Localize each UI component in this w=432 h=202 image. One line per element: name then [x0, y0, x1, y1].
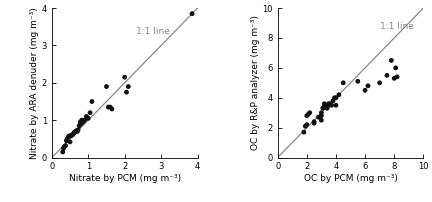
- Point: [78, 119, 85, 122]
- Point: [315, 116, 322, 119]
- Point: [70, 132, 77, 135]
- Point: [77, 122, 84, 126]
- Y-axis label: Nitrate by ARA denuder (mg m⁻³): Nitrate by ARA denuder (mg m⁻³): [30, 7, 39, 159]
- Point: [73, 129, 80, 132]
- Point: [81, 119, 88, 122]
- Point: [331, 96, 338, 99]
- X-axis label: OC by PCM (mg m⁻³): OC by PCM (mg m⁻³): [304, 174, 397, 183]
- Point: [74, 130, 81, 133]
- Point: [70, 133, 76, 136]
- Point: [85, 117, 92, 120]
- Point: [121, 76, 128, 79]
- Point: [108, 107, 115, 111]
- Point: [306, 111, 313, 114]
- Point: [62, 144, 69, 147]
- Point: [65, 135, 72, 139]
- Point: [321, 104, 328, 107]
- Point: [107, 105, 114, 109]
- Point: [311, 122, 318, 125]
- Point: [302, 125, 309, 128]
- Point: [362, 89, 368, 92]
- Point: [105, 105, 112, 109]
- Point: [89, 100, 95, 103]
- Point: [59, 150, 66, 154]
- Point: [392, 66, 399, 69]
- Point: [311, 120, 318, 123]
- Point: [66, 134, 73, 138]
- Point: [80, 119, 87, 122]
- Point: [72, 130, 79, 133]
- Point: [318, 111, 325, 114]
- Point: [123, 90, 130, 94]
- Point: [328, 104, 335, 107]
- Point: [63, 139, 70, 142]
- Point: [388, 59, 395, 62]
- Point: [340, 81, 347, 84]
- Point: [103, 85, 110, 88]
- Point: [189, 12, 196, 15]
- Point: [71, 130, 78, 134]
- Point: [83, 115, 90, 118]
- Point: [79, 120, 86, 124]
- Point: [325, 102, 332, 105]
- Point: [333, 104, 340, 107]
- Point: [305, 113, 312, 116]
- Point: [76, 124, 83, 127]
- Point: [321, 102, 328, 105]
- Text: 1:1 line: 1:1 line: [136, 27, 169, 36]
- Point: [318, 119, 325, 122]
- Point: [330, 99, 337, 102]
- Point: [384, 74, 391, 77]
- Point: [87, 111, 94, 114]
- Point: [335, 93, 342, 96]
- Point: [365, 84, 372, 87]
- Point: [318, 114, 325, 117]
- Point: [64, 137, 70, 141]
- Point: [67, 140, 73, 143]
- Point: [68, 134, 75, 137]
- Point: [327, 102, 334, 105]
- Point: [60, 147, 67, 150]
- Point: [324, 107, 330, 110]
- Y-axis label: OC by R&P analyzer (mg m⁻³): OC by R&P analyzer (mg m⁻³): [251, 15, 260, 150]
- Point: [300, 130, 307, 134]
- Text: 1:1 line: 1:1 line: [380, 22, 413, 31]
- Point: [67, 134, 74, 138]
- Point: [77, 120, 84, 124]
- Point: [303, 123, 310, 126]
- Point: [61, 145, 68, 148]
- Point: [319, 107, 326, 110]
- Point: [325, 104, 332, 107]
- Point: [391, 77, 398, 80]
- Point: [333, 96, 340, 99]
- Point: [354, 80, 361, 83]
- Point: [322, 104, 329, 107]
- Point: [303, 114, 310, 117]
- Point: [376, 81, 383, 84]
- Point: [394, 75, 400, 78]
- X-axis label: Nitrate by PCM (mg m⁻³): Nitrate by PCM (mg m⁻³): [69, 174, 181, 183]
- Point: [125, 85, 132, 88]
- Point: [75, 128, 82, 132]
